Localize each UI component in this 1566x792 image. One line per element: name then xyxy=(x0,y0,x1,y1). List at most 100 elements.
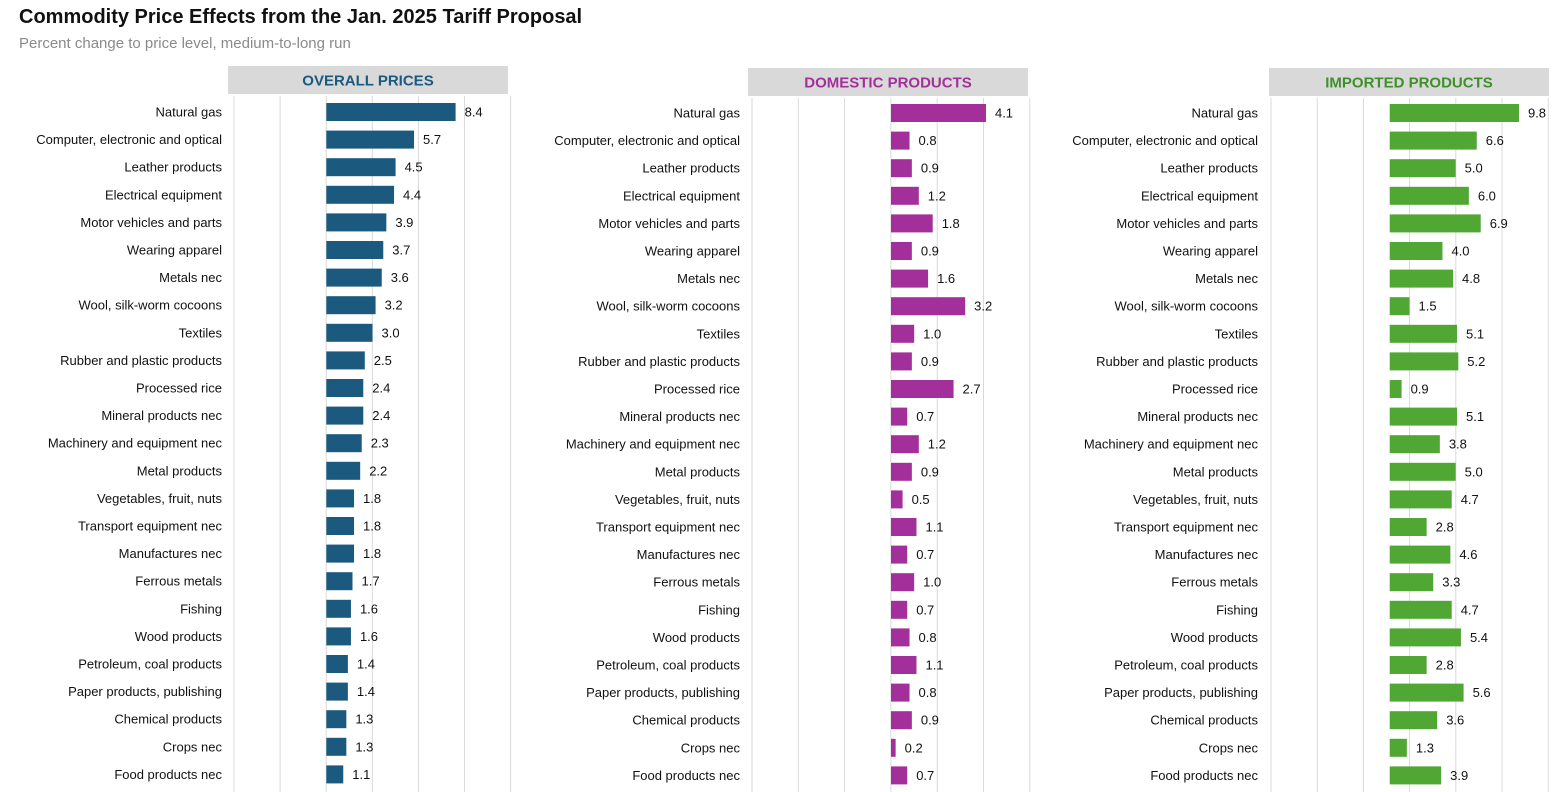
value-label: 1.8 xyxy=(363,491,381,506)
category-label: Leather products xyxy=(1160,161,1258,176)
value-label: 0.8 xyxy=(919,133,937,148)
category-label: Mineral products nec xyxy=(101,408,222,423)
value-label: 3.6 xyxy=(1446,713,1464,728)
bar xyxy=(326,130,415,149)
bar xyxy=(891,104,986,122)
bar xyxy=(891,656,917,674)
value-label: 6.9 xyxy=(1490,216,1508,231)
category-label: Textiles xyxy=(179,325,223,340)
bar xyxy=(1389,545,1451,564)
bar xyxy=(891,766,908,785)
bar xyxy=(1389,131,1477,150)
bar xyxy=(1389,297,1410,316)
page-title: Commodity Price Effects from the Jan. 20… xyxy=(19,6,583,28)
category-label: Fishing xyxy=(1216,602,1258,617)
chart-panel-2: DOMESTIC PRODUCTS Natural gas 4.1 Computer,… xyxy=(554,68,1031,792)
category-label: Petroleum, coal products xyxy=(78,657,222,672)
panel-title: IMPORTED PRODUCTS xyxy=(1325,75,1493,92)
bar xyxy=(891,297,966,316)
bar xyxy=(326,682,348,701)
category-label: Food products nec xyxy=(1150,768,1258,783)
value-label: 1.4 xyxy=(357,657,375,672)
value-label: 2.8 xyxy=(1436,658,1454,673)
bar xyxy=(1389,352,1459,371)
bar xyxy=(326,710,347,729)
value-label: 1.8 xyxy=(363,546,381,561)
value-label: 5.6 xyxy=(1473,685,1491,700)
bar xyxy=(891,462,912,481)
bar xyxy=(891,435,919,454)
value-label: 6.0 xyxy=(1478,188,1496,203)
bar xyxy=(326,351,365,370)
bar xyxy=(1389,766,1442,785)
category-label: Motor vehicles and parts xyxy=(598,216,740,231)
bar xyxy=(326,406,364,425)
category-label: Motor vehicles and parts xyxy=(1116,216,1258,231)
value-label: 1.5 xyxy=(1419,299,1437,314)
category-label: Metal products xyxy=(655,464,741,479)
value-label: 3.2 xyxy=(974,299,992,314)
bar xyxy=(1389,380,1402,398)
category-label: Paper products, publishing xyxy=(68,684,222,699)
category-label: Wool, silk-worm cocoons xyxy=(1114,299,1258,314)
bar xyxy=(891,711,912,730)
bar xyxy=(326,517,355,535)
category-label: Wearing apparel xyxy=(645,244,740,259)
value-label: 1.7 xyxy=(361,574,379,589)
bar xyxy=(891,324,915,343)
category-label: Metals nec xyxy=(677,271,740,286)
category-label: Electrical equipment xyxy=(105,187,222,202)
value-label: 2.8 xyxy=(1436,520,1454,535)
category-label: Leather products xyxy=(124,160,222,175)
bar xyxy=(326,655,348,673)
bar xyxy=(1389,214,1481,233)
category-label: Metals nec xyxy=(1195,271,1258,286)
value-label: 4.6 xyxy=(1459,547,1477,562)
category-label: Textiles xyxy=(697,326,741,341)
value-label: 0.8 xyxy=(919,685,937,700)
value-label: 2.3 xyxy=(371,436,389,451)
bar xyxy=(1389,656,1427,674)
category-label: Machinery and equipment nec xyxy=(566,437,741,452)
category-label: Wearing apparel xyxy=(127,243,222,258)
category-label: Crops nec xyxy=(1199,740,1259,755)
value-label: 5.0 xyxy=(1465,464,1483,479)
bar xyxy=(1389,462,1456,481)
bar xyxy=(1389,738,1407,757)
category-label: Fishing xyxy=(180,601,222,616)
bar xyxy=(1389,683,1464,702)
value-label: 0.7 xyxy=(916,768,934,783)
value-label: 3.0 xyxy=(382,325,400,340)
value-label: 3.8 xyxy=(1449,437,1467,452)
category-label: Ferrous metals xyxy=(653,575,740,590)
category-label: Processed rice xyxy=(654,382,740,397)
value-label: 0.9 xyxy=(921,354,939,369)
value-label: 3.9 xyxy=(395,215,413,230)
category-label: Metal products xyxy=(137,463,223,478)
bar xyxy=(891,352,912,371)
page-subtitle: Percent change to price level, medium-to… xyxy=(19,35,351,52)
bar xyxy=(891,186,919,205)
value-label: 5.0 xyxy=(1465,161,1483,176)
category-label: Textiles xyxy=(1215,326,1259,341)
category-label: Vegetables, fruit, nuts xyxy=(615,492,741,507)
category-label: Chemical products xyxy=(114,712,222,727)
bar xyxy=(326,379,364,397)
bar xyxy=(326,737,347,756)
category-label: Crops nec xyxy=(681,740,741,755)
bar xyxy=(326,627,351,646)
value-label: 6.6 xyxy=(1486,133,1504,148)
category-label: Computer, electronic and optical xyxy=(1072,133,1258,148)
bar xyxy=(891,683,910,702)
value-label: 1.2 xyxy=(928,188,946,203)
bar xyxy=(1389,711,1438,730)
bar xyxy=(1389,186,1469,205)
value-label: 0.7 xyxy=(916,547,934,562)
bar xyxy=(891,573,915,592)
bar xyxy=(326,213,387,232)
value-label: 2.4 xyxy=(372,381,390,396)
category-label: Machinery and equipment nec xyxy=(1084,437,1259,452)
bar xyxy=(1389,407,1457,426)
bar xyxy=(891,407,908,426)
category-label: Manufactures nec xyxy=(119,546,223,561)
